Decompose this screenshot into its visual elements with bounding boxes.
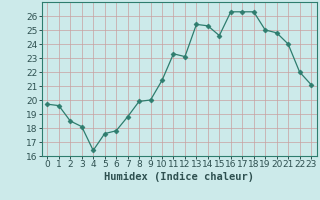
X-axis label: Humidex (Indice chaleur): Humidex (Indice chaleur) [104, 172, 254, 182]
